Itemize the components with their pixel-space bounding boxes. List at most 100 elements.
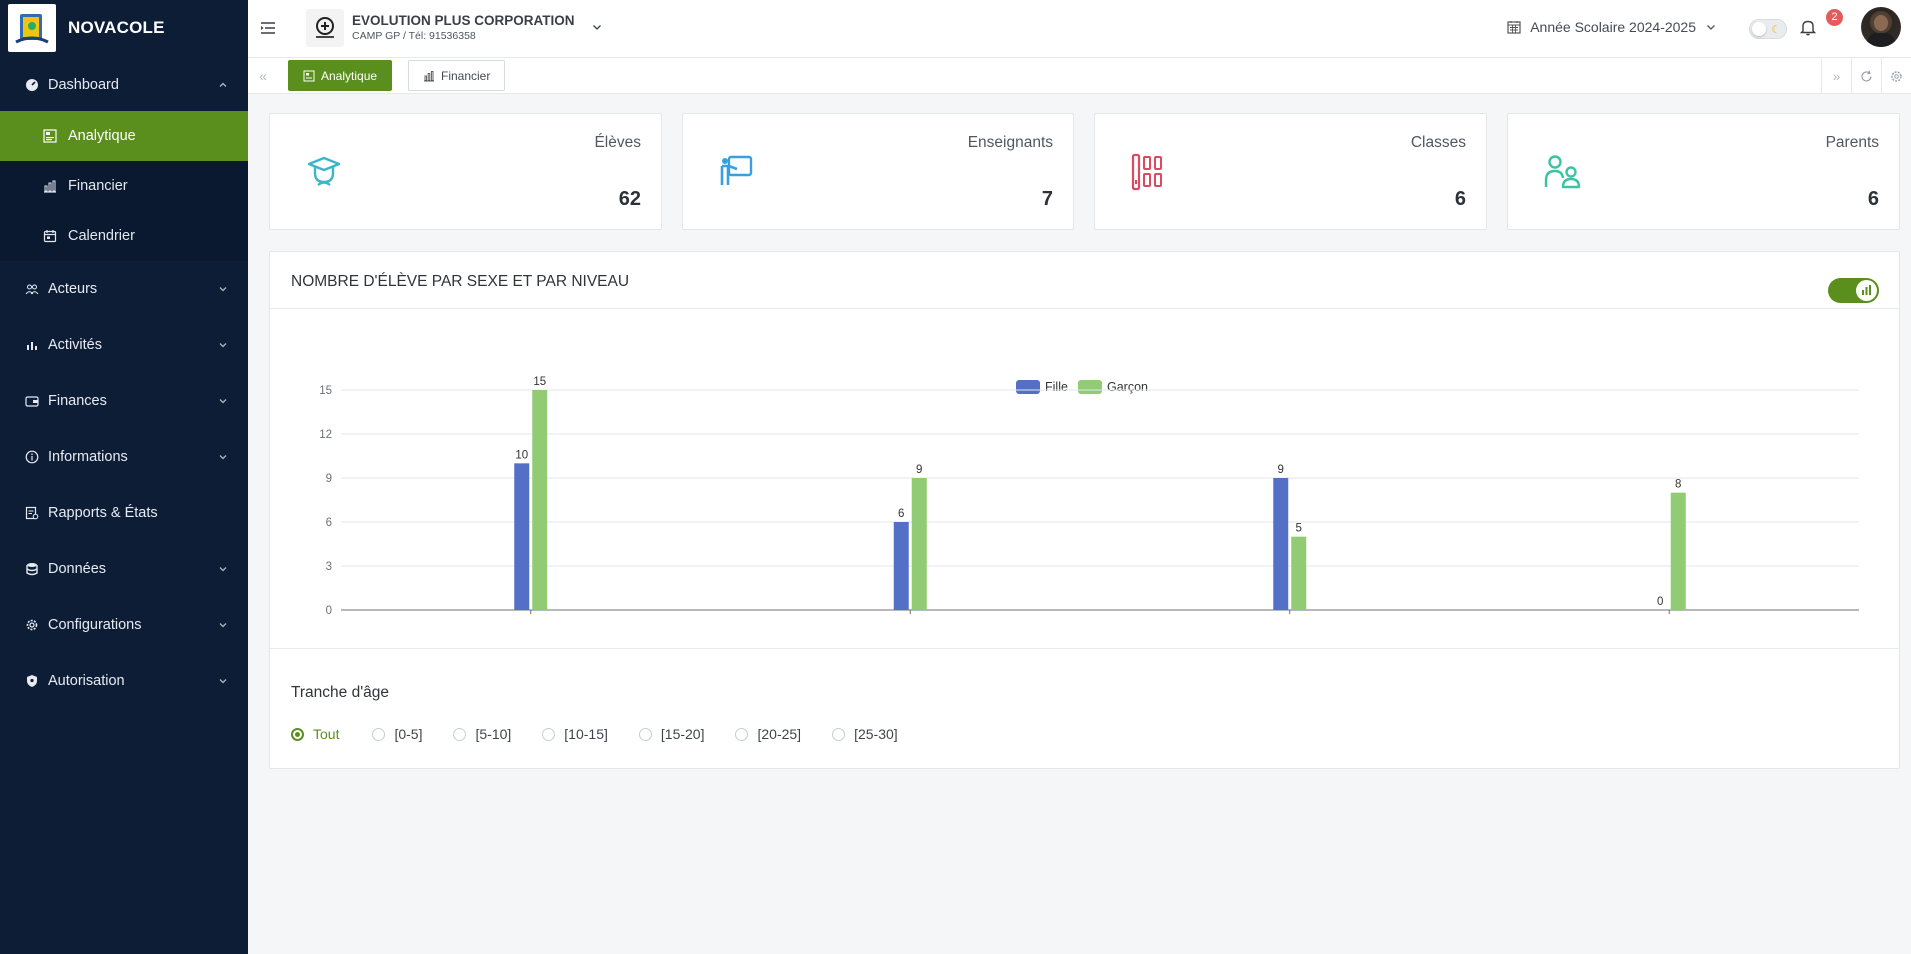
sidebar-item-informations[interactable]: Informations (0, 429, 248, 485)
info-icon (24, 449, 40, 465)
sidebar-item-rapports[interactable]: Rapports & États (0, 485, 248, 541)
tab-settings-icon[interactable] (1881, 58, 1911, 94)
age-range-option[interactable]: [25-30] (832, 726, 898, 742)
graduation-cap-icon (307, 156, 341, 186)
age-range-option[interactable]: [5-10] (453, 726, 511, 742)
bar (532, 390, 548, 610)
chevron-down-icon (219, 455, 227, 460)
radio-dot[interactable] (453, 727, 467, 741)
y-tick-label: 12 (319, 429, 332, 441)
sidebar: NOVACOLE Dashboard Analytique Financier (0, 0, 248, 954)
bar-value-label: 9 (916, 464, 922, 476)
sidebar-item-finances[interactable]: Finances (0, 373, 248, 429)
tab-financier[interactable]: Financier (408, 60, 506, 91)
stat-card-parents[interactable]: Parents 6 (1507, 113, 1900, 230)
dark-mode-toggle[interactable]: ☾ (1749, 19, 1787, 39)
chart-title: NOMBRE D'ÉLÈVE PAR SEXE ET PAR NIVEAU (291, 273, 630, 290)
stat-card-enseignants[interactable]: Enseignants 7 (682, 113, 1074, 230)
radio-dot[interactable] (638, 727, 652, 741)
divider (270, 308, 1899, 309)
sidebar-item-financier[interactable]: Financier (0, 161, 248, 211)
y-tick-label: 9 (326, 473, 332, 485)
teacher-icon (720, 155, 753, 185)
gear-icon (24, 617, 40, 633)
school-year-label: Année Scolaire 2024-2025 (1530, 19, 1696, 35)
bar-value-label: 9 (1278, 464, 1284, 476)
chevron-down-icon (219, 343, 227, 348)
avatar[interactable] (1861, 7, 1901, 47)
sidebar-item-label: Données (48, 561, 107, 577)
tab-analytique[interactable]: Analytique (288, 60, 393, 91)
radio-dot[interactable] (372, 727, 386, 741)
dashboard-submenu: Analytique Financier Calendrier (0, 111, 248, 261)
sidebar-item-autorisation[interactable]: Autorisation (0, 653, 248, 709)
radio-label: [20-25] (757, 726, 802, 742)
bar (1273, 478, 1289, 610)
sidebar-item-label: Configurations (48, 617, 142, 633)
chevron-down-icon (219, 399, 227, 404)
chart-toggle-knob (1856, 280, 1877, 301)
age-range-radios: Tout [0-5] [5-10] [10-15] [15-20] [20-25] [25-… (291, 726, 929, 742)
report-icon (24, 505, 40, 521)
sidebar-item-label: Calendrier (68, 228, 135, 244)
moon-icon: ☾ (1771, 24, 1781, 36)
sidebar-item-analytique[interactable]: Analytique (0, 111, 248, 161)
refresh-icon[interactable] (1851, 58, 1881, 94)
legend-swatch (1016, 380, 1040, 394)
scroll-left-icon[interactable]: « (259, 68, 267, 84)
sidebar-item-calendrier[interactable]: Calendrier (0, 211, 248, 261)
sidebar-item-configurations[interactable]: Configurations (0, 597, 248, 653)
sidebar-item-label: Autorisation (48, 673, 125, 689)
legend-label: Fille (1045, 380, 1068, 394)
sidebar-item-label: Rapports & États (48, 505, 158, 521)
chart-view-toggle[interactable] (1828, 278, 1879, 303)
company-logo[interactable] (306, 9, 344, 47)
radio-label: [0-5] (394, 726, 423, 742)
age-range-option[interactable]: [10-15] (542, 726, 608, 742)
chevron-down-icon (219, 567, 227, 572)
age-range-option[interactable]: Tout (291, 726, 339, 742)
stat-label: Élèves (594, 134, 641, 151)
school-year-select[interactable]: Année Scolaire 2024-2025 (1507, 19, 1716, 35)
sidebar-item-dashboard[interactable]: Dashboard (0, 59, 248, 111)
age-range-option[interactable]: [15-20] (638, 726, 704, 742)
sidebar-item-label: Analytique (68, 128, 136, 144)
chart-card: NOMBRE D'ÉLÈVE PAR SEXE ET PAR NIVEAU Fi… (269, 251, 1900, 769)
bar-value-label: 8 (1675, 479, 1681, 491)
stat-card-eleves[interactable]: Élèves 62 (269, 113, 662, 230)
menu-toggle-icon[interactable] (260, 20, 276, 36)
radio-label: [5-10] (475, 726, 512, 742)
brand-name: NOVACOLE (68, 18, 165, 37)
chevron-up-icon (219, 82, 227, 87)
radio-label: Tout (313, 726, 340, 742)
brand-logo[interactable] (8, 4, 56, 52)
radio-dot[interactable] (735, 727, 749, 741)
sidebar-item-label: Informations (48, 449, 128, 465)
sidebar-item-label: Acteurs (48, 281, 98, 297)
tab-label: Analytique (321, 68, 378, 83)
stat-card-classes[interactable]: Classes 6 (1094, 113, 1487, 230)
bar (911, 478, 927, 610)
sidebar-item-donnees[interactable]: Données (0, 541, 248, 597)
analytics-icon (303, 70, 315, 81)
age-range-option[interactable]: [20-25] (735, 726, 801, 742)
wallet-icon (24, 393, 40, 409)
bar-value-label: 6 (898, 508, 904, 520)
age-range-title: Tranche d'âge (291, 684, 390, 701)
radio-dot[interactable] (832, 727, 846, 741)
gauge-icon (24, 77, 40, 93)
users-icon (24, 281, 40, 297)
bell-icon[interactable] (1799, 18, 1817, 36)
bar-value-label: 15 (533, 376, 546, 388)
chevron-down-icon (219, 679, 227, 684)
bar (1291, 536, 1307, 610)
bar-value-label: 10 (515, 449, 528, 461)
sidebar-item-acteurs[interactable]: Acteurs (0, 261, 248, 317)
sidebar-item-activites[interactable]: Activités (0, 317, 248, 373)
y-tick-label: 0 (326, 605, 332, 614)
chevron-down-icon[interactable] (592, 22, 602, 32)
radio-dot[interactable] (542, 727, 556, 741)
radio-dot[interactable] (291, 727, 304, 741)
age-range-option[interactable]: [0-5] (372, 726, 422, 742)
scroll-right-icon[interactable]: » (1821, 58, 1851, 94)
